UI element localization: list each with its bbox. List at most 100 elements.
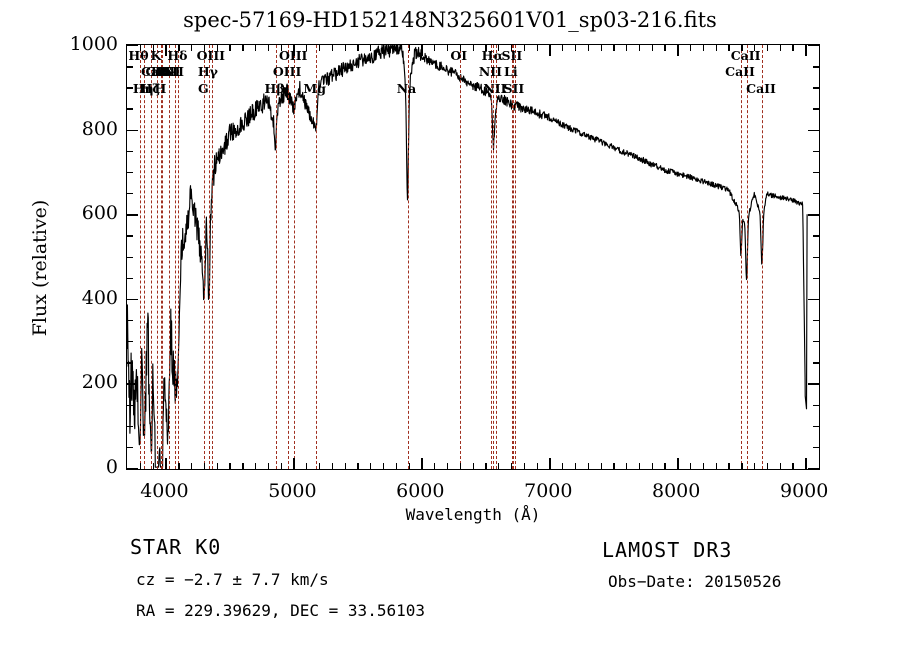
x-minor-tick (728, 45, 730, 51)
x-major-tick (293, 45, 295, 56)
spectral-line-marker (151, 45, 153, 469)
x-minor-tick (408, 463, 410, 469)
y-axis-tick-label: 400 (81, 286, 118, 309)
spectral-line-marker (495, 45, 497, 469)
x-major-tick (421, 458, 423, 469)
spectral-line-label: G (198, 81, 209, 96)
y-minor-tick (127, 425, 133, 428)
x-minor-tick (459, 45, 462, 51)
x-minor-tick (638, 45, 641, 51)
spectral-line-marker (762, 45, 763, 469)
spectral-line-label: Hα (481, 48, 504, 63)
x-minor-tick (562, 463, 564, 469)
x-major-tick (165, 45, 167, 56)
x-minor-tick (536, 45, 538, 51)
y-minor-tick (813, 150, 819, 153)
x-minor-tick (191, 45, 193, 51)
x-major-tick (549, 458, 551, 469)
x-minor-tick (139, 463, 142, 469)
x-minor-tick (370, 463, 372, 469)
x-minor-tick (792, 463, 794, 469)
x-minor-tick (408, 45, 410, 51)
y-axis-tick-label: 1000 (69, 33, 118, 55)
x-minor-tick (766, 463, 769, 469)
x-axis-tick-label: 8000 (652, 480, 701, 502)
y-minor-tick (813, 256, 819, 258)
spectral-line-marker (493, 45, 495, 469)
x-major-tick (805, 45, 807, 56)
spectral-line-marker (407, 45, 409, 469)
x-minor-tick (651, 463, 653, 469)
x-minor-tick (395, 45, 398, 51)
x-minor-tick (702, 463, 705, 469)
spectral-line-label: CaII (730, 48, 761, 63)
spectral-line-label: Hη (132, 81, 154, 96)
x-minor-tick (178, 45, 180, 51)
x-minor-tick (779, 45, 781, 51)
y-minor-tick (813, 171, 819, 174)
x-axis-title: Wavelength (Å) (405, 505, 541, 524)
y-minor-tick (127, 404, 133, 406)
x-minor-tick (626, 45, 628, 51)
x-minor-tick (600, 45, 602, 51)
spectral-line-label: OI (450, 48, 468, 63)
x-minor-tick (382, 463, 385, 469)
x-minor-tick (370, 45, 372, 51)
spectral-line-label: Hγ (197, 64, 218, 79)
spectral-line-label: Hε (150, 64, 171, 79)
x-minor-tick (510, 45, 513, 51)
x-minor-tick (728, 463, 730, 469)
x-minor-tick (344, 45, 346, 51)
x-minor-tick (306, 463, 308, 469)
spectral-line-marker (511, 45, 513, 469)
object-class-text: STAR K0 (130, 535, 222, 559)
spectral-line-label: H (154, 81, 167, 96)
y-axis-tick-label: 800 (81, 117, 118, 140)
y-minor-tick (813, 446, 819, 449)
x-minor-tick (574, 45, 577, 51)
spectral-line-marker (746, 45, 748, 469)
x-axis-tick-label: 4000 (140, 480, 189, 502)
spectral-line-label: CaII (746, 81, 776, 96)
x-major-tick (421, 45, 423, 56)
spectral-line-marker (208, 45, 210, 469)
x-minor-tick (626, 463, 628, 469)
x-minor-tick (664, 463, 666, 469)
plot-clip-region (127, 45, 819, 469)
y-minor-tick (127, 171, 133, 174)
x-minor-tick (741, 463, 743, 469)
x-major-tick (677, 45, 679, 56)
spectral-line-marker (288, 45, 290, 469)
x-minor-tick (318, 45, 321, 51)
x-minor-tick (715, 463, 717, 469)
x-minor-tick (446, 45, 449, 51)
spectral-line-marker (178, 45, 180, 469)
x-minor-tick (318, 463, 321, 469)
y-minor-tick (813, 362, 819, 364)
y-minor-tick (127, 277, 133, 280)
spectral-line-marker (174, 45, 176, 469)
spectral-line-marker (139, 45, 141, 469)
y-major-tick (127, 468, 138, 470)
x-axis-tick-label: 9000 (780, 480, 829, 502)
survey-name-text: LAMOST DR3 (602, 538, 733, 562)
spectral-line-label: SII (163, 64, 184, 79)
spectral-line-marker (514, 45, 516, 469)
y-axis-tick-label: 200 (81, 371, 118, 394)
spectral-line-marker (491, 45, 493, 469)
coordinates-text: RA = 229.39629, DEC = 33.56103 (136, 601, 425, 620)
x-minor-tick (536, 463, 538, 469)
y-minor-tick (127, 256, 133, 258)
y-minor-tick (813, 193, 819, 195)
x-minor-tick (485, 45, 487, 51)
x-minor-tick (485, 463, 487, 469)
y-minor-tick (813, 404, 819, 406)
x-minor-tick (203, 463, 206, 469)
x-minor-tick (523, 45, 526, 51)
x-minor-tick (792, 45, 794, 51)
spectral-line-label: K (150, 48, 162, 63)
y-major-tick (808, 468, 819, 470)
x-minor-tick (382, 45, 385, 51)
x-minor-tick (434, 463, 436, 469)
spectral-line-label: Hθ (128, 48, 149, 63)
